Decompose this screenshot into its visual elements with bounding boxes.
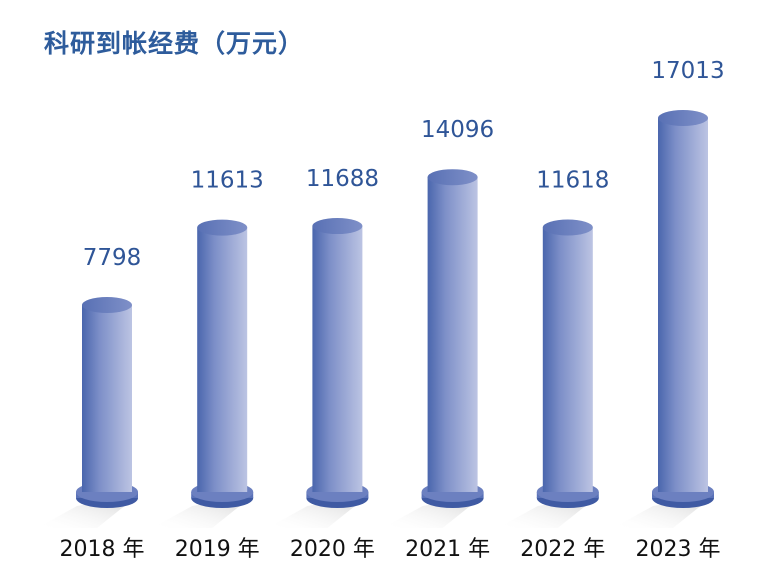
bar	[37, 297, 138, 528]
bar-top	[427, 169, 478, 186]
bar-body	[427, 177, 478, 492]
bar-top	[658, 110, 708, 126]
bar	[497, 219, 599, 528]
bar-body	[542, 227, 593, 492]
bar-body	[312, 226, 363, 492]
bar-body	[197, 227, 248, 492]
bar-body	[82, 305, 132, 492]
x-tick-label: 2018 年	[60, 537, 145, 562]
x-tick-label: 2023 年	[636, 537, 721, 562]
bar	[382, 169, 484, 528]
bar	[613, 110, 714, 528]
bar-top	[542, 219, 593, 236]
data-label: 14096	[421, 117, 494, 143]
bar	[152, 219, 254, 528]
bar-body	[658, 118, 708, 492]
bar-top	[197, 219, 248, 236]
chart-title: 科研到帐经费（万元）	[44, 29, 305, 58]
data-label: 7798	[83, 245, 142, 271]
data-label: 11688	[306, 166, 379, 192]
data-label: 17013	[651, 58, 724, 84]
x-tick-label: 2021 年	[405, 537, 490, 562]
bar-top	[82, 297, 132, 313]
bar-top	[312, 218, 363, 235]
data-label: 11613	[191, 168, 264, 194]
x-tick-label: 2022 年	[520, 537, 605, 562]
x-tick-label: 2020 年	[290, 537, 375, 562]
data-label: 11618	[536, 167, 609, 193]
x-tick-label: 2019 年	[175, 537, 260, 562]
bar	[267, 218, 369, 528]
